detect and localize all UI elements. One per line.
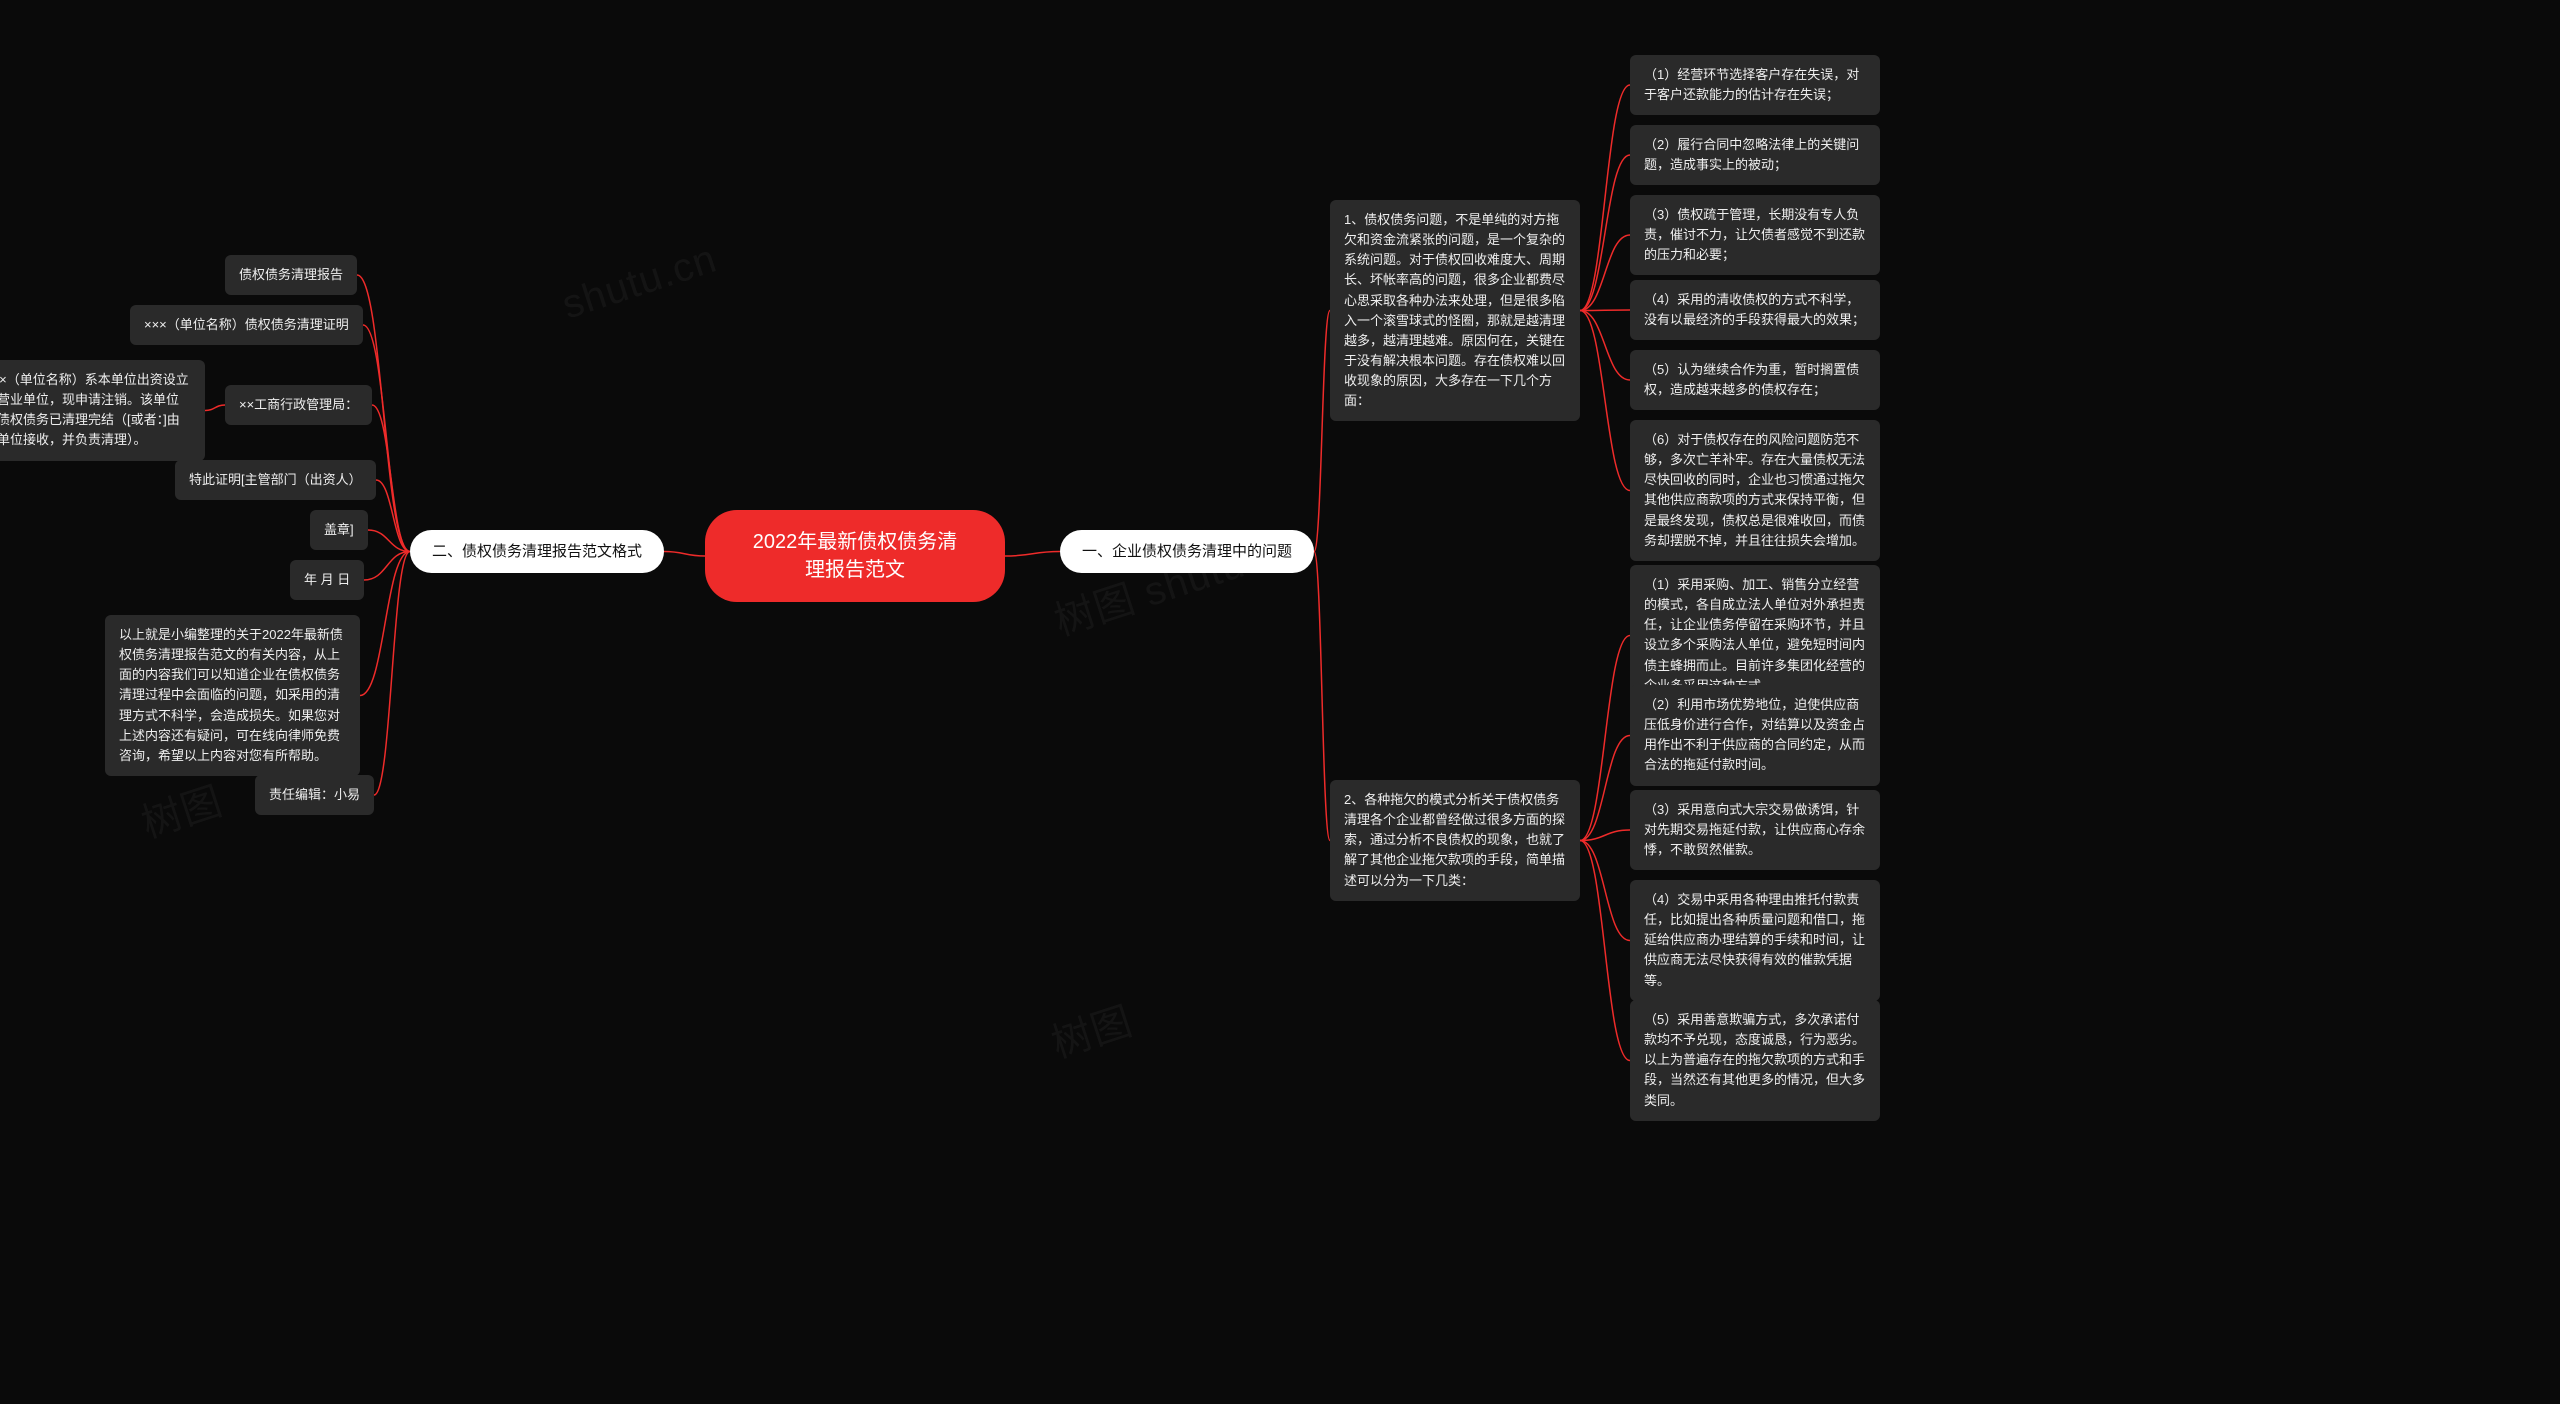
right-sub-1-child-2[interactable]: （2）履行合同中忽略法律上的关键问题，造成事实上的被动； [1630,125,1880,185]
l2-text: ×××（单位名称）债权债务清理证明 [144,317,349,332]
right-sub-2-child-2[interactable]: （2）利用市场优势地位，迫使供应商压低身价进行合作，对结算以及资金占用作出不利于… [1630,685,1880,786]
r1c4-text: （4）采用的清收债权的方式不科学，没有以最经济的手段获得最大的效果； [1644,292,1865,327]
l6-text: 年 月 日 [304,572,350,587]
main-branch-right-label: 一、企业债权债务清理中的问题 [1082,543,1292,560]
right-sub-2-child-3[interactable]: （3）采用意向式大宗交易做诱饵，针对先期交易拖延付款，让供应商心存余悸，不敢贸然… [1630,790,1880,870]
l1-text: 债权债务清理报告 [239,267,343,282]
right-sub-1-child-3[interactable]: （3）债权疏于管理，长期没有专人负责，催讨不力，让欠债者感觉不到还款的压力和必要… [1630,195,1880,275]
l3-text: ××工商行政管理局： [239,397,358,412]
left-child-2[interactable]: ×××（单位名称）债权债务清理证明 [130,305,363,345]
center-title: 2022年最新债权债务清理报告范文 [753,531,958,581]
right-sub-1-child-4[interactable]: （4）采用的清收债权的方式不科学，没有以最经济的手段获得最大的效果； [1630,280,1880,340]
l5-text: 盖章] [324,522,354,537]
connector-lines [0,0,2560,1404]
left-child-3-sub[interactable]: ×××（单位名称）系本单位出资设立的营业单位，现申请注销。该单位的债权债务已清理… [0,360,205,461]
r2c1-text: （1）采用采购、加工、销售分立经营的模式，各自成立法人单位对外承担责任，让企业债… [1644,577,1865,693]
r1c3-text: （3）债权疏于管理，长期没有专人负责，催讨不力，让欠债者感觉不到还款的压力和必要… [1644,207,1865,262]
main-branch-left[interactable]: 二、债权债务清理报告范文格式 [410,530,664,573]
right-sub-1[interactable]: 1、债权债务问题，不是单纯的对方拖欠和资金流紧张的问题，是一个复杂的系统问题。对… [1330,200,1580,421]
watermark: shutu.cn [557,237,722,329]
main-branch-left-label: 二、债权债务清理报告范文格式 [432,543,642,560]
right-sub-1-child-1[interactable]: （1）经营环节选择客户存在失误，对于客户还款能力的估计存在失误； [1630,55,1880,115]
watermark: 树图 [1043,989,1139,1070]
r1c2-text: （2）履行合同中忽略法律上的关键问题，造成事实上的被动； [1644,137,1859,172]
left-child-4[interactable]: 特此证明[主管部门（出资人） [175,460,376,500]
r2c2-text: （2）利用市场优势地位，迫使供应商压低身价进行合作，对结算以及资金占用作出不利于… [1644,697,1865,772]
right-sub-2-child-4[interactable]: （4）交易中采用各种理由推托付款责任，比如提出各种质量问题和借口，拖延给供应商办… [1630,880,1880,1001]
watermark: 树图 [133,769,229,850]
r1c5-text: （5）认为继续合作为重，暂时搁置债权，造成越来越多的债权存在； [1644,362,1859,397]
left-child-1[interactable]: 债权债务清理报告 [225,255,357,295]
left-child-8[interactable]: 责任编辑：小易 [255,775,374,815]
left-child-6[interactable]: 年 月 日 [290,560,364,600]
left-child-5[interactable]: 盖章] [310,510,368,550]
l4-text: 特此证明[主管部门（出资人） [189,472,362,487]
r1c6-text: （6）对于债权存在的风险问题防范不够，多次亡羊补牢。存在大量债权无法尽快回收的同… [1644,432,1865,548]
mindmap-canvas: shutu.cn 树图 树图 shutu shutu 树图 2022年最新债权债… [0,0,2560,1404]
right-sub-2-text: 2、各种拖欠的模式分析关于债权债务清理各个企业都曾经做过很多方面的探索，通过分析… [1344,792,1565,888]
l3s-text: ×××（单位名称）系本单位出资设立的营业单位，现申请注销。该单位的债权债务已清理… [0,372,189,447]
right-sub-1-child-6[interactable]: （6）对于债权存在的风险问题防范不够，多次亡羊补牢。存在大量债权无法尽快回收的同… [1630,420,1880,561]
right-sub-2[interactable]: 2、各种拖欠的模式分析关于债权债务清理各个企业都曾经做过很多方面的探索，通过分析… [1330,780,1580,901]
left-child-3[interactable]: ××工商行政管理局： [225,385,372,425]
right-sub-1-child-5[interactable]: （5）认为继续合作为重，暂时搁置债权，造成越来越多的债权存在； [1630,350,1880,410]
r2c4-text: （4）交易中采用各种理由推托付款责任，比如提出各种质量问题和借口，拖延给供应商办… [1644,892,1865,988]
left-child-7[interactable]: 以上就是小编整理的关于2022年最新债权债务清理报告范文的有关内容，从上面的内容… [105,615,360,776]
right-sub-2-child-5[interactable]: （5）采用善意欺骗方式，多次承诺付款均不予兑现，态度诚恳，行为恶劣。以上为普遍存… [1630,1000,1880,1121]
r2c3-text: （3）采用意向式大宗交易做诱饵，针对先期交易拖延付款，让供应商心存余悸，不敢贸然… [1644,802,1865,857]
l7-text: 以上就是小编整理的关于2022年最新债权债务清理报告范文的有关内容，从上面的内容… [119,627,343,763]
center-node[interactable]: 2022年最新债权债务清理报告范文 [705,510,1005,602]
right-sub-1-text: 1、债权债务问题，不是单纯的对方拖欠和资金流紧张的问题，是一个复杂的系统问题。对… [1344,212,1565,408]
r1c1-text: （1）经营环节选择客户存在失误，对于客户还款能力的估计存在失误； [1644,67,1859,102]
r2c5-text: （5）采用善意欺骗方式，多次承诺付款均不予兑现，态度诚恳，行为恶劣。以上为普遍存… [1644,1012,1865,1108]
main-branch-right[interactable]: 一、企业债权债务清理中的问题 [1060,530,1314,573]
l8-text: 责任编辑：小易 [269,787,360,802]
